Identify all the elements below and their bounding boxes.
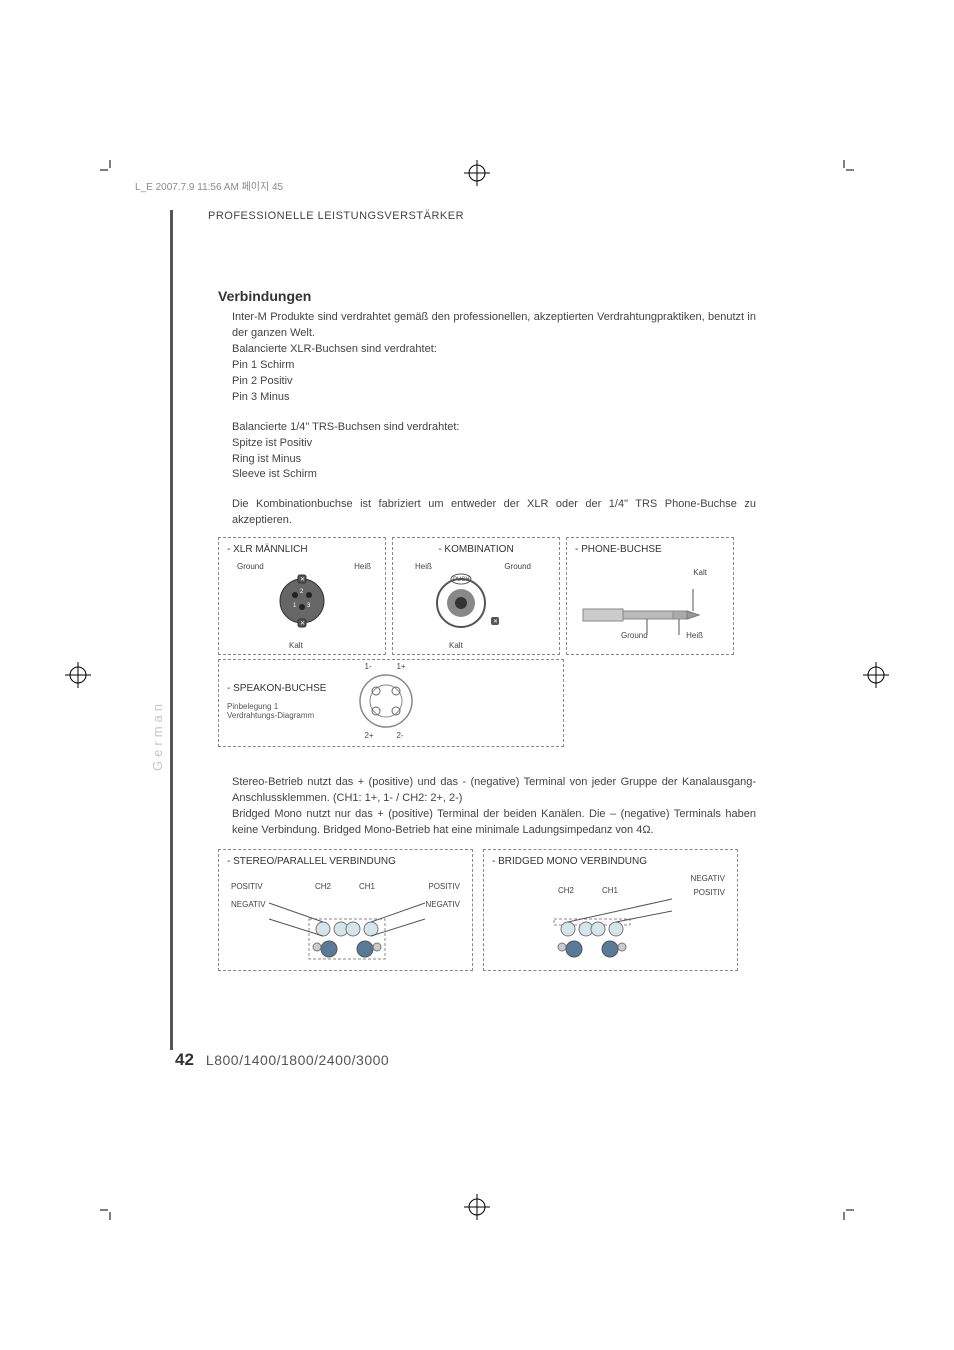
label-kalt: Kalt <box>449 641 463 650</box>
label-ch2: CH2 <box>558 886 574 895</box>
xlr-connector-icon: 2 1 3 ✕ ✕ <box>227 559 377 649</box>
svg-text:✕: ✕ <box>300 621 305 627</box>
label-positiv: POSITIV <box>428 882 460 891</box>
page-number: 42 <box>175 1050 194 1070</box>
label-negativ: NEGATIV <box>690 874 725 883</box>
crop-mark <box>100 1200 120 1220</box>
section-title: Verbindungen <box>218 288 760 304</box>
trs-ring: Ring ist Minus <box>232 452 756 468</box>
page-footer: 42 L800/1400/1800/2400/3000 <box>175 1050 389 1070</box>
phone-jack-diagram: - PHONE-BUCHSE Kalt Ground Heiß <box>566 537 734 655</box>
registration-mark <box>464 160 490 186</box>
label-negativ: NEGATIV <box>425 900 460 909</box>
stereo-parallel-diagram: - STEREO/PARALLEL VERBINDUNG <box>218 849 473 971</box>
push-label: PUSH <box>453 577 470 583</box>
crop-mark <box>834 160 854 180</box>
label-ground: Ground <box>237 562 264 571</box>
model-list: L800/1400/1800/2400/3000 <box>206 1052 389 1068</box>
label-ground: Ground <box>504 562 531 571</box>
registration-mark <box>464 1194 490 1220</box>
diagram-title: - STEREO/PARALLEL VERBINDUNG <box>227 856 464 867</box>
label-positiv: POSITIV <box>693 888 725 897</box>
label-negativ: NEGATIV <box>231 900 266 909</box>
crop-mark <box>100 160 120 180</box>
svg-text:✕: ✕ <box>300 577 305 583</box>
paragraph: Inter-M Produkte sind verdrahtet gemäß d… <box>232 310 756 342</box>
page-content: PROFESSIONELLE LEISTUNGSVERSTÄRKER Verbi… <box>180 210 760 971</box>
label-1plus: 1+ <box>396 662 405 671</box>
bridged-mono-diagram: - BRIDGED MONO VERBINDUNG NEGATIV P <box>483 849 738 971</box>
bridged-paragraph: Bridged Mono nutzt nur das + (positive) … <box>232 807 756 839</box>
label-kalt: Kalt <box>693 568 707 577</box>
label-ch1: CH1 <box>359 882 375 891</box>
stereo-paragraph: Stereo-Betrieb nutzt das + (positive) un… <box>232 775 756 807</box>
diagram-title: - BRIDGED MONO VERBINDUNG <box>492 856 729 867</box>
label-2minus: 2- <box>396 731 403 740</box>
label-heiss: Heiß <box>415 562 432 571</box>
side-rule <box>170 210 173 1050</box>
label-positiv: POSITIV <box>231 882 263 891</box>
label-1minus: 1- <box>364 662 371 671</box>
registration-mark <box>863 662 889 688</box>
svg-text:✕: ✕ <box>493 619 498 625</box>
label-ch1: CH1 <box>602 886 618 895</box>
document-header: PROFESSIONELLE LEISTUNGSVERSTÄRKER <box>208 210 760 222</box>
connection-diagrams: - STEREO/PARALLEL VERBINDUNG <box>218 849 760 971</box>
trs-wiring-intro: Balancierte 1/4" TRS-Buchsen sind verdra… <box>232 420 756 436</box>
label-heiss: Heiß <box>686 631 703 640</box>
xlr-pin3: Pin 3 Minus <box>232 390 756 406</box>
xlr-pin1: Pin 1 Schirm <box>232 358 756 374</box>
speakon-diagram: - SPEAKON-BUCHSE Pinbelegung 1 Verdrahtu… <box>218 659 564 747</box>
trs-sleeve: Sleeve ist Schirm <box>232 467 756 483</box>
combi-note: Die Kombinationbuchse ist fabriziert um … <box>232 497 756 529</box>
diagram-title: - KOMBINATION <box>401 544 551 555</box>
crop-mark <box>834 1200 854 1220</box>
combi-connector-icon: PUSH ✕ <box>401 559 551 649</box>
label-2plus: 2+ <box>364 731 373 740</box>
label-ch2: CH2 <box>315 882 331 891</box>
combination-diagram: - KOMBINATION PUSH ✕ Heiß Ground Kalt <box>392 537 560 655</box>
diagram-title: - XLR MÄNNLICH <box>227 544 377 555</box>
language-label: German <box>150 700 165 771</box>
speakon-sub1: Pinbelegung 1 <box>227 702 326 711</box>
label-heiss: Heiß <box>354 562 371 571</box>
xlr-male-diagram: - XLR MÄNNLICH 2 1 3 ✕ ✕ Ground Heiß Kal… <box>218 537 386 655</box>
registration-mark <box>65 662 91 688</box>
diagram-title: - PHONE-BUCHSE <box>575 544 725 555</box>
speakon-sub2: Verdrahtungs-Diagramm <box>227 711 326 720</box>
bridged-terminal-icon <box>492 871 730 963</box>
speakon-connector-icon <box>346 666 426 736</box>
xlr-wiring-intro: Balancierte XLR-Buchsen sind verdrahtet: <box>232 342 756 358</box>
diagram-title: - SPEAKON-BUCHSE <box>227 683 326 694</box>
connector-diagrams: - XLR MÄNNLICH 2 1 3 ✕ ✕ Ground Heiß Kal… <box>218 537 738 747</box>
label-ground: Ground <box>621 631 648 640</box>
trs-tip: Spitze ist Positiv <box>232 436 756 452</box>
xlr-pin2: Pin 2 Positiv <box>232 374 756 390</box>
label-kalt: Kalt <box>289 641 303 650</box>
print-header: L_E 2007.7.9 11:56 AM 페이지 45 <box>135 178 283 193</box>
